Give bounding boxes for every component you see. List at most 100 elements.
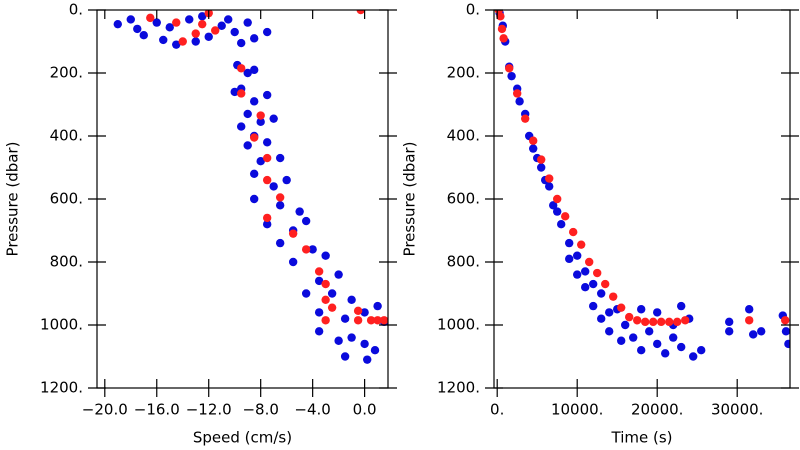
point [499, 34, 508, 43]
y-tick-label: 1000. [437, 316, 480, 334]
point [677, 301, 686, 311]
point [745, 316, 754, 325]
y-tick-label: 200. [50, 64, 83, 82]
point [347, 295, 356, 304]
point [262, 213, 272, 223]
point [781, 327, 790, 336]
point [256, 117, 265, 127]
point [657, 317, 666, 327]
y-tick-label: 600. [50, 190, 83, 208]
point [321, 251, 330, 260]
x-axis-label: Time (s) [611, 429, 673, 447]
point [577, 240, 586, 249]
point [629, 333, 638, 342]
x-axis-label: Speed (cm/s) [193, 429, 292, 447]
y-tick-label: 800. [50, 253, 83, 271]
point [625, 312, 634, 322]
point [553, 194, 562, 204]
y-tick-label: 400. [50, 127, 83, 145]
point [561, 212, 570, 221]
point [545, 182, 554, 191]
x-tick-label: 0.0 [353, 401, 377, 419]
point [529, 136, 538, 145]
point [301, 216, 311, 226]
point [113, 19, 122, 29]
point [609, 292, 618, 301]
x-tick-label: −12.0 [186, 401, 232, 419]
point [637, 346, 646, 355]
point [262, 90, 272, 100]
point [601, 279, 610, 289]
point [537, 155, 546, 164]
point [288, 229, 298, 238]
point [557, 220, 566, 229]
point [370, 346, 380, 355]
x-tick-label: 10000. [551, 401, 604, 419]
point [321, 295, 330, 304]
point [673, 317, 682, 327]
point [360, 339, 369, 349]
x-tick-label: 0. [490, 401, 504, 419]
point [275, 238, 285, 248]
y-tick-label: 1000. [40, 316, 83, 334]
point [363, 355, 372, 364]
point [589, 279, 598, 289]
point [605, 308, 614, 317]
point [262, 220, 272, 229]
point [191, 37, 200, 46]
y-tick-label: 1200. [40, 379, 83, 397]
point [224, 15, 233, 24]
y-tick-label: 800. [447, 253, 480, 271]
point [573, 251, 582, 260]
point [133, 24, 142, 34]
point [217, 21, 226, 30]
point [256, 111, 265, 120]
point [321, 316, 330, 325]
point [725, 317, 734, 327]
point [340, 314, 350, 323]
point [249, 169, 259, 178]
point [347, 333, 356, 342]
point [637, 305, 646, 314]
point [198, 12, 207, 21]
point [243, 141, 252, 150]
point [569, 227, 578, 237]
point [653, 339, 662, 349]
point [537, 163, 546, 172]
point [146, 13, 155, 23]
point [513, 89, 522, 98]
point [669, 333, 678, 342]
point [585, 257, 594, 267]
x-tick-label: 30000. [711, 401, 764, 419]
point [301, 245, 311, 254]
point [689, 352, 698, 361]
point [308, 245, 317, 254]
point [243, 18, 252, 27]
point [249, 65, 259, 75]
point [353, 306, 363, 316]
point [262, 153, 272, 163]
point [321, 279, 330, 289]
point [356, 10, 365, 15]
point [757, 327, 766, 336]
point [745, 305, 754, 314]
x-tick-label: −8.0 [242, 401, 278, 419]
frame [493, 9, 791, 389]
point [159, 35, 168, 45]
point [661, 349, 670, 358]
point [665, 317, 674, 327]
y-tick-label: 600. [447, 190, 480, 208]
point [677, 342, 686, 352]
point [697, 346, 706, 355]
point [314, 267, 324, 276]
y-tick-label: 0. [466, 1, 480, 19]
point [314, 308, 324, 317]
point [198, 19, 207, 29]
point [327, 303, 337, 312]
point [237, 38, 246, 48]
point [379, 316, 388, 325]
y-axis-label: Pressure (dbar) [401, 142, 419, 257]
point [784, 339, 790, 349]
point [641, 317, 650, 327]
